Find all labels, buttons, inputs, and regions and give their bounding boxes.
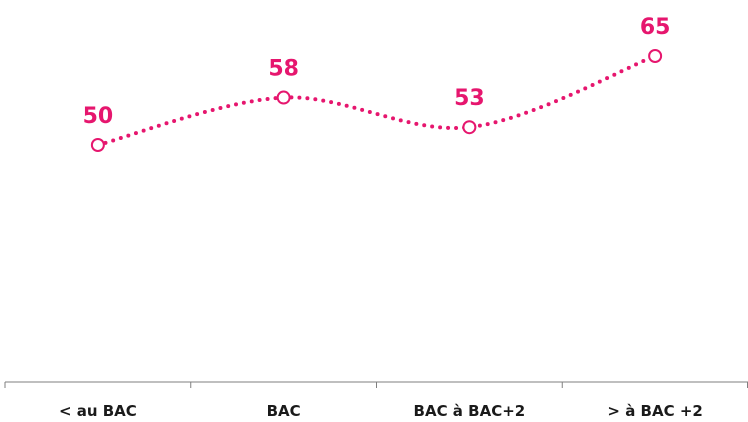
data-label: 50 (83, 104, 114, 129)
series-line (95, 54, 658, 147)
data-point-marker (648, 49, 663, 63)
data-point-marker (90, 138, 105, 152)
x-tick-label: > à BAC +2 (607, 402, 702, 420)
data-label: 53 (454, 86, 485, 111)
series-group (90, 49, 663, 152)
data-point-marker (276, 90, 291, 105)
labels-group: 50 58 53 65 (83, 15, 671, 129)
x-tick-label: BAC (267, 402, 301, 420)
x-tick-label: BAC à BAC+2 (414, 402, 526, 420)
x-axis: < au BAC BAC BAC à BAC+2 > à BAC +2 (4, 381, 748, 420)
data-label: 58 (268, 57, 299, 82)
x-tick-label: < au BAC (59, 402, 137, 420)
data-point-marker (462, 120, 477, 135)
data-label: 65 (640, 15, 671, 40)
